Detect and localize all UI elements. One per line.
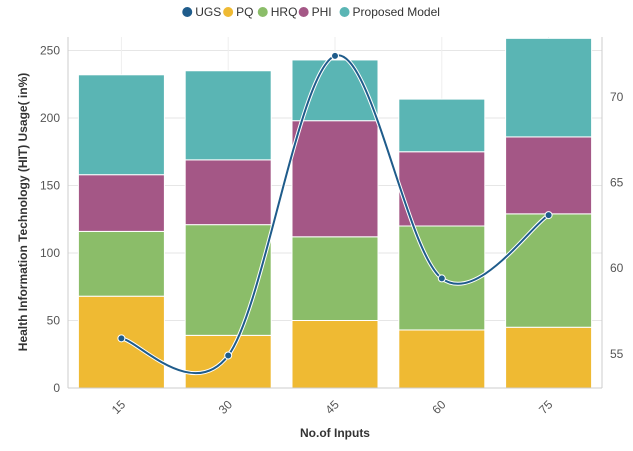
ugs-point — [437, 274, 446, 283]
bar-proposed-model — [77, 74, 165, 176]
bar-pq — [398, 329, 486, 389]
bar-hrq — [77, 230, 165, 297]
bar-proposed-model — [184, 70, 272, 161]
legend-marker — [257, 7, 268, 17]
x-tick-label: 75 — [536, 397, 556, 417]
y-tick-label: 50 — [47, 314, 61, 328]
legend-marker — [298, 7, 309, 17]
bar-pq — [184, 334, 272, 389]
bar-proposed-model — [505, 37, 593, 138]
bar-phi — [77, 174, 165, 232]
bars — [77, 37, 593, 389]
bar-hrq — [505, 213, 593, 328]
y-tick-label: 250 — [40, 44, 60, 58]
y2-tick-label: 55 — [610, 347, 624, 361]
axes: 0 50 100 150 200 250 55 60 65 70 15 30 45 60 75 — [40, 37, 624, 417]
ugs-point — [544, 211, 553, 220]
x-tick-label: 30 — [216, 397, 236, 417]
y2-tick-label: 65 — [610, 176, 624, 190]
y-tick-label: 100 — [40, 246, 60, 260]
legend-label: Proposed Model — [353, 5, 440, 19]
bar-phi — [184, 159, 272, 226]
ugs-point — [331, 51, 339, 60]
x-tick-label: 45 — [322, 397, 342, 417]
ugs-point — [117, 334, 126, 343]
y-axis-title: Health Information Technology (HIT) Usag… — [16, 73, 30, 351]
legend-label: HRQ — [271, 5, 298, 19]
legend-marker — [182, 7, 193, 17]
legend-label: PHI — [312, 5, 332, 19]
y2-tick-label: 60 — [610, 261, 624, 275]
y-tick-label: 0 — [53, 381, 60, 395]
legend-label: UGS — [195, 5, 221, 19]
y-tick-label: 150 — [40, 179, 60, 193]
bar-proposed-model — [398, 98, 486, 153]
bar-phi — [505, 136, 593, 215]
bar-pq — [505, 326, 593, 389]
legend-label: PQ — [236, 5, 253, 19]
x-tick-label: 60 — [429, 397, 449, 417]
y2-tick-label: 70 — [610, 90, 624, 104]
x-axis-title: No.of Inputs — [300, 426, 370, 440]
legend-marker — [339, 7, 350, 17]
y-tick-label: 200 — [40, 111, 60, 125]
legend: UGS PQ HRQ PHI Proposed Model — [182, 5, 440, 19]
legend-marker — [223, 7, 234, 17]
ugs-line — [117, 51, 553, 375]
bar-phi — [398, 151, 486, 227]
x-tick-label: 15 — [109, 397, 129, 417]
bar-pq — [291, 320, 379, 389]
ugs-point — [224, 351, 233, 360]
bar-phi — [291, 120, 379, 238]
bar-hrq — [291, 236, 379, 321]
